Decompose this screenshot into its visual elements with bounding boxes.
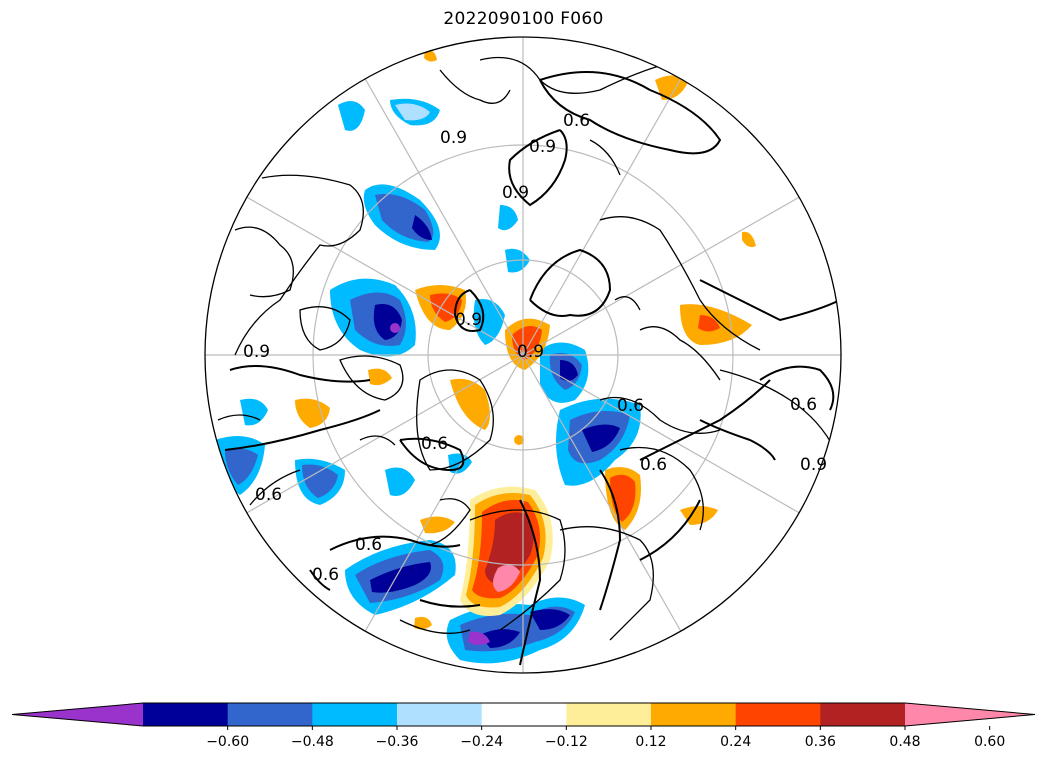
colorbar-segment bbox=[397, 703, 483, 726]
colorbar-segment bbox=[820, 703, 906, 726]
map-boundary bbox=[204, 36, 842, 674]
colorbar-tick-label: 0.36 bbox=[805, 734, 836, 750]
contour-label: 0.9 bbox=[243, 342, 270, 362]
contour-label: 0.6 bbox=[355, 535, 382, 555]
colorbar-tick-label: −0.24 bbox=[460, 734, 503, 750]
colorbar-tick-label: 0.60 bbox=[974, 734, 1005, 750]
contour-label: 0.9 bbox=[455, 310, 482, 330]
colorbar-segment bbox=[143, 703, 229, 726]
colorbar-extend-min bbox=[12, 703, 143, 726]
colorbar-tick-label: −0.36 bbox=[376, 734, 419, 750]
colorbar-tick-label: −0.12 bbox=[545, 734, 588, 750]
anomaly-patch-blue-atlantic bbox=[215, 398, 472, 505]
contour-label: 0.6 bbox=[790, 395, 817, 415]
colorbar-outline bbox=[11, 702, 1036, 727]
contour-label: 0.9 bbox=[800, 455, 827, 475]
colorbar: −0.60 −0.48 −0.36 −0.24 −0.12 0.12 0.24 0.36 0.4… bbox=[11, 702, 1036, 750]
colorbar-segment bbox=[735, 703, 821, 726]
colorbar-segment bbox=[651, 703, 737, 726]
contour-label: 0.6 bbox=[255, 485, 282, 505]
filled-anomaly-layer bbox=[215, 49, 756, 664]
anomaly-patch-red-scandinavia bbox=[460, 486, 553, 616]
contour-label: 0.9 bbox=[440, 128, 467, 148]
contour-label: 0.6 bbox=[563, 111, 590, 131]
contour-labels: 0.6 0.9 0.9 0.6 0.9 0.9 0.6 0.9 0.6 0.6 … bbox=[243, 111, 827, 585]
contour-lines bbox=[224, 71, 841, 666]
contour-label: 0.6 bbox=[421, 434, 448, 454]
anomaly-patch-blue-canada bbox=[330, 278, 416, 357]
anomaly-patch-blue-north bbox=[338, 98, 440, 250]
anomaly-patch-blue-russia bbox=[556, 398, 641, 486]
colorbar-ticks: −0.60 −0.48 −0.36 −0.24 −0.12 0.12 0.24 0.36 0.4… bbox=[206, 726, 1005, 750]
colorbar-tick-label: −0.48 bbox=[291, 734, 334, 750]
colorbar-segments bbox=[11, 702, 1036, 727]
polar-map: 0.6 0.9 0.9 0.6 0.9 0.9 0.6 0.9 0.6 0.6 … bbox=[204, 36, 842, 674]
colorbar-segment bbox=[566, 703, 652, 726]
colorbar-segment bbox=[312, 703, 398, 726]
colorbar-tick-label: 0.12 bbox=[635, 734, 666, 750]
contour-label: 0.9 bbox=[517, 342, 544, 362]
contour-label: 0.9 bbox=[529, 137, 556, 157]
coastlines bbox=[217, 56, 836, 641]
contour-label: 0.6 bbox=[640, 455, 667, 475]
plot-title: 2022090100 F060 bbox=[443, 9, 604, 29]
colorbar-tick-label: −0.60 bbox=[206, 734, 249, 750]
colorbar-segment bbox=[227, 703, 313, 726]
colorbar-segment bbox=[481, 703, 567, 726]
contour-label: 0.9 bbox=[502, 183, 529, 203]
graticule bbox=[205, 37, 841, 673]
contour-label: 0.6 bbox=[617, 396, 644, 416]
colorbar-tick-label: 0.48 bbox=[889, 734, 920, 750]
contour-label: 0.6 bbox=[312, 565, 339, 585]
anomaly-patch-blue-pole bbox=[473, 205, 589, 403]
colorbar-tick-label: 0.24 bbox=[720, 734, 751, 750]
colorbar-extend-max bbox=[905, 703, 1035, 726]
